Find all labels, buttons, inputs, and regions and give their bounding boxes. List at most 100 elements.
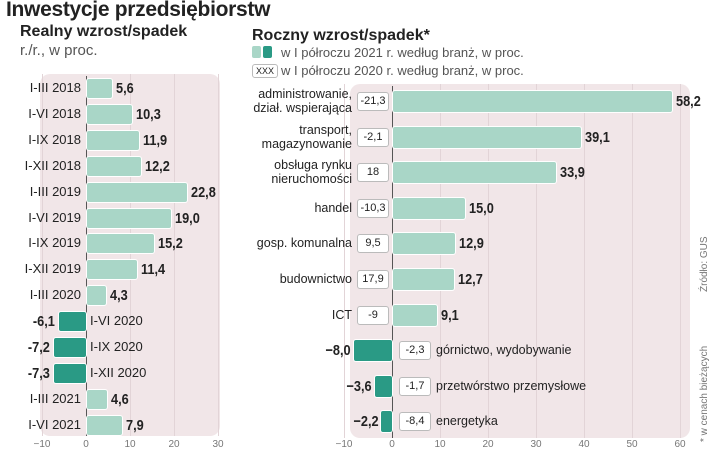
category-label: handel <box>314 200 352 215</box>
value-label: 39,1 <box>584 128 610 146</box>
x-tick-label: −10 <box>33 439 51 450</box>
category-label: I-VI 2019 <box>28 209 81 225</box>
x-tick-label: 60 <box>674 439 686 450</box>
category-label: gosp. komunalna <box>256 236 352 251</box>
value-label: 11,9 <box>143 131 168 149</box>
category-label: I-III 2020 <box>29 287 81 303</box>
value-label: 11,4 <box>141 261 166 279</box>
bar <box>87 79 112 98</box>
value-label: −3,6 <box>346 377 372 395</box>
gridline <box>584 84 585 438</box>
category-label: przetwórstwo przemysłowe <box>436 378 587 393</box>
bar <box>87 415 122 435</box>
value-label: 12,2 <box>144 157 170 175</box>
legend-swatch-light <box>252 46 261 58</box>
bar <box>59 312 86 332</box>
bar <box>87 130 140 150</box>
bar <box>393 269 454 290</box>
value-label: -6,1 <box>33 313 56 331</box>
x-tick-label: 0 <box>389 439 395 450</box>
legend-swatch-dark <box>263 46 272 58</box>
value-label: −2,2 <box>353 413 379 431</box>
x-tick-label: 20 <box>482 439 494 450</box>
value-label: 4,6 <box>111 390 129 408</box>
bar <box>393 233 455 255</box>
category-label: I-IX 2020 <box>90 339 143 354</box>
bar <box>353 340 392 362</box>
gridline <box>536 84 537 438</box>
value-label: 7,9 <box>125 416 144 434</box>
category-label: energetyka <box>436 414 498 429</box>
gridline <box>680 84 681 438</box>
value-2020-box: -21,3 <box>357 92 389 111</box>
x-tick-label: 40 <box>578 439 590 450</box>
bar <box>87 234 154 254</box>
value-label: 15,2 <box>157 235 183 253</box>
category-label: budownictwo <box>279 272 352 286</box>
bar <box>381 411 392 433</box>
category-label: I-IX 2018 <box>28 131 81 147</box>
value-2020-box: -10,3 <box>357 198 389 218</box>
bar <box>87 208 171 228</box>
value-label: 15,0 <box>469 199 494 217</box>
bar <box>87 182 188 202</box>
left-chart-unit: r./r., w proc. <box>20 42 98 59</box>
bar <box>87 260 138 280</box>
category-label: ICT <box>331 307 352 322</box>
gridline <box>130 74 131 436</box>
value-2020-box: -8,4 <box>399 412 431 432</box>
gridline <box>174 74 175 436</box>
value-2020-box: 9,5 <box>357 234 389 254</box>
value-label: 22,8 <box>191 183 217 201</box>
bar <box>393 162 556 184</box>
value-2020-box: -2,3 <box>399 341 431 361</box>
bar <box>393 197 465 219</box>
value-label: 9,1 <box>440 306 459 324</box>
value-label: 4,3 <box>109 287 128 305</box>
value-2020-box: 17,9 <box>357 270 389 289</box>
bar <box>393 91 673 112</box>
value-label: 12,7 <box>457 271 483 288</box>
value-label: 12,9 <box>458 235 484 253</box>
bar <box>393 126 581 148</box>
category-label: transport, magazynowanie <box>261 122 352 151</box>
legend-2020: w I półroczu 2020 r. według branż, w pro… <box>281 63 524 78</box>
category-label: obsługa rynku nieruchomości <box>271 158 352 187</box>
bar <box>374 375 392 397</box>
right-chart-title: Roczny wzrost/spadek* <box>252 27 430 44</box>
left-chart-title: Realny wzrost/spadek <box>20 23 188 40</box>
value-2020-box: -2,1 <box>357 127 389 147</box>
gridline <box>440 84 441 438</box>
bar <box>87 156 141 176</box>
x-tick-label: 10 <box>124 439 136 450</box>
category-label: I-IX 2019 <box>28 235 81 251</box>
gridline <box>42 74 43 436</box>
x-tick-label: 30 <box>530 439 542 450</box>
bar <box>87 389 108 409</box>
bar <box>393 304 437 326</box>
category-label: I-III 2021 <box>29 390 81 406</box>
source-note: Źródło: GUS <box>699 236 710 292</box>
bar <box>53 363 86 383</box>
value-2020-box: 18 <box>357 163 389 183</box>
legend-2021: w I półroczu 2021 r. według branż, w pro… <box>281 45 524 60</box>
category-label: I-XII 2018 <box>24 157 81 173</box>
value-label: 33,9 <box>559 164 585 182</box>
x-tick-label: −10 <box>335 439 353 450</box>
x-tick-label: 0 <box>83 439 89 450</box>
value-label: -7,2 <box>28 339 51 356</box>
value-2020-box: -1,7 <box>399 376 431 396</box>
value-label: −8,0 <box>325 342 351 360</box>
category-label: I-XII 2019 <box>24 261 81 277</box>
gridline <box>218 74 219 436</box>
legend-box: XXX <box>252 64 279 78</box>
category-label: I-VI 2018 <box>28 105 81 121</box>
category-label: I-XII 2020 <box>90 364 147 380</box>
value-label: 5,6 <box>115 80 134 97</box>
bar <box>54 338 86 357</box>
footnote: * w cenach bieżących <box>699 345 710 442</box>
x-tick-label: 30 <box>212 439 224 450</box>
zero-line <box>392 86 393 438</box>
value-label: 58,2 <box>676 93 702 110</box>
gridline <box>344 84 345 438</box>
